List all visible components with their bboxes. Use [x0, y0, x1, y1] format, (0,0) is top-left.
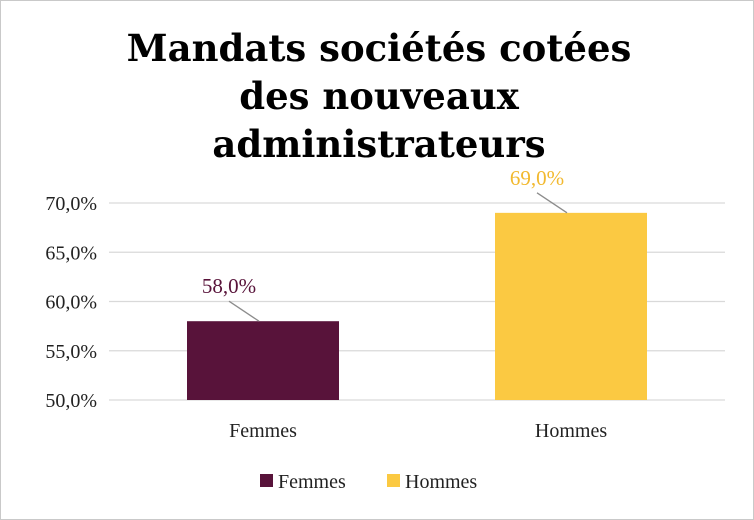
y-tick-label: 60,0% — [45, 292, 97, 314]
legend-label-hommes: Hommes — [405, 471, 477, 493]
bars — [187, 212, 647, 400]
legend-swatch-femmes — [260, 474, 273, 487]
y-tick-label: 55,0% — [45, 341, 97, 363]
y-tick-label: 65,0% — [45, 242, 97, 264]
data-label-femmes: 58,0% — [202, 274, 256, 298]
legend: Femmes Hommes — [260, 471, 477, 493]
y-tick-label: 70,0% — [45, 193, 97, 215]
bar-hommes — [495, 212, 647, 400]
data-label-hommes: 69,0% — [510, 166, 564, 190]
chart-title-line-2: des nouveaux — [239, 74, 520, 118]
chart-title-line-1: Mandats sociétés cotées — [127, 26, 632, 70]
legend-label-femmes: Femmes — [278, 471, 346, 493]
bar-femmes — [187, 321, 339, 400]
x-category-label: Hommes — [535, 420, 607, 442]
chart-title-line-3: administrateurs — [212, 122, 545, 166]
data-label-leader — [228, 300, 260, 322]
y-axis-tick-labels: 50,0% 55,0% 60,0% 65,0% 70,0% — [45, 193, 97, 412]
data-labels: 58,0% 69,0% — [202, 166, 568, 322]
x-category-label: Femmes — [229, 420, 297, 442]
x-axis-category-labels: Femmes Hommes — [229, 420, 607, 442]
legend-swatch-hommes — [387, 474, 400, 487]
data-label-leader — [536, 192, 568, 214]
y-tick-label: 50,0% — [45, 390, 97, 412]
